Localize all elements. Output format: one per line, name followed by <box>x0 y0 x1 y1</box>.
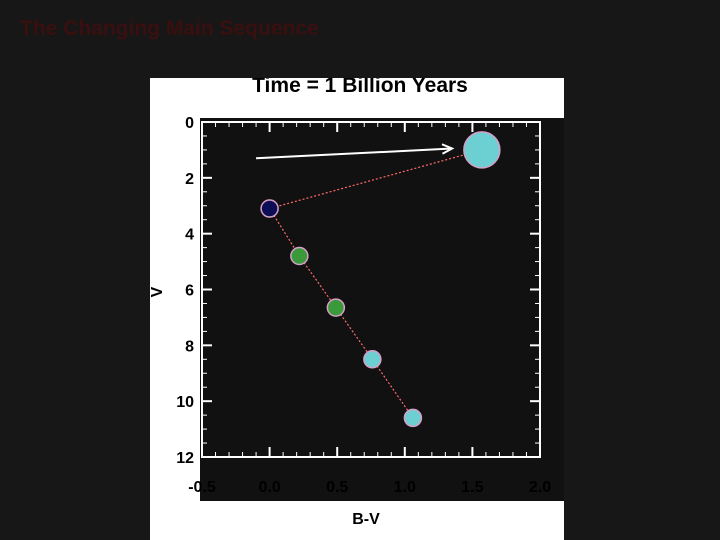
series-segment <box>298 255 337 308</box>
y-tick-label: 2 <box>185 171 194 188</box>
x-tick-label: 1.5 <box>461 479 483 496</box>
y-tick-label: 10 <box>176 394 194 411</box>
y-axis-label: V <box>150 286 166 297</box>
series-segment <box>269 208 300 257</box>
axis-ticks <box>201 121 541 458</box>
evolution-arrow-shaft <box>256 147 453 160</box>
star-point <box>403 408 423 428</box>
x-tick-label: 2.0 <box>529 479 551 496</box>
y-tick-label: 6 <box>185 283 194 300</box>
y-tick-label: 12 <box>176 450 194 467</box>
star-point <box>363 350 382 369</box>
x-tick-label: 0.5 <box>326 479 348 496</box>
star-point <box>326 298 346 317</box>
evolution-arrow-head <box>441 143 455 155</box>
hr-diagram-chart: Time = 1 Billion Years -0.5 0.0 0.5 1.0 1.5 2… <box>150 78 564 528</box>
chart-figure: Time = 1 Billion Years -0.5 0.0 0.5 1.0 1.5 2… <box>150 78 564 540</box>
star-point <box>463 131 501 169</box>
star-point <box>290 246 309 266</box>
series-points <box>260 131 501 428</box>
x-tick-label: 0.0 <box>258 479 280 496</box>
series-segment <box>335 307 373 360</box>
series-segment <box>269 149 483 210</box>
y-tick-label: 8 <box>185 338 194 355</box>
series-lines <box>256 143 483 419</box>
x-tick-label: -0.5 <box>188 479 216 496</box>
x-tick-labels: -0.5 0.0 0.5 1.0 1.5 2.0 <box>188 479 551 496</box>
x-tick-label: 1.0 <box>394 479 416 496</box>
y-tick-label: 0 <box>185 115 194 132</box>
x-axis-label: B-V <box>352 511 380 528</box>
y-tick-label: 4 <box>185 227 194 244</box>
chart-title: Time = 1 Billion Years <box>252 78 468 97</box>
slide-title: The Changing Main Sequence <box>20 17 319 40</box>
plot-area <box>200 118 564 501</box>
star-point <box>260 199 279 218</box>
y-tick-labels: 0 2 4 6 8 10 12 <box>176 115 194 467</box>
